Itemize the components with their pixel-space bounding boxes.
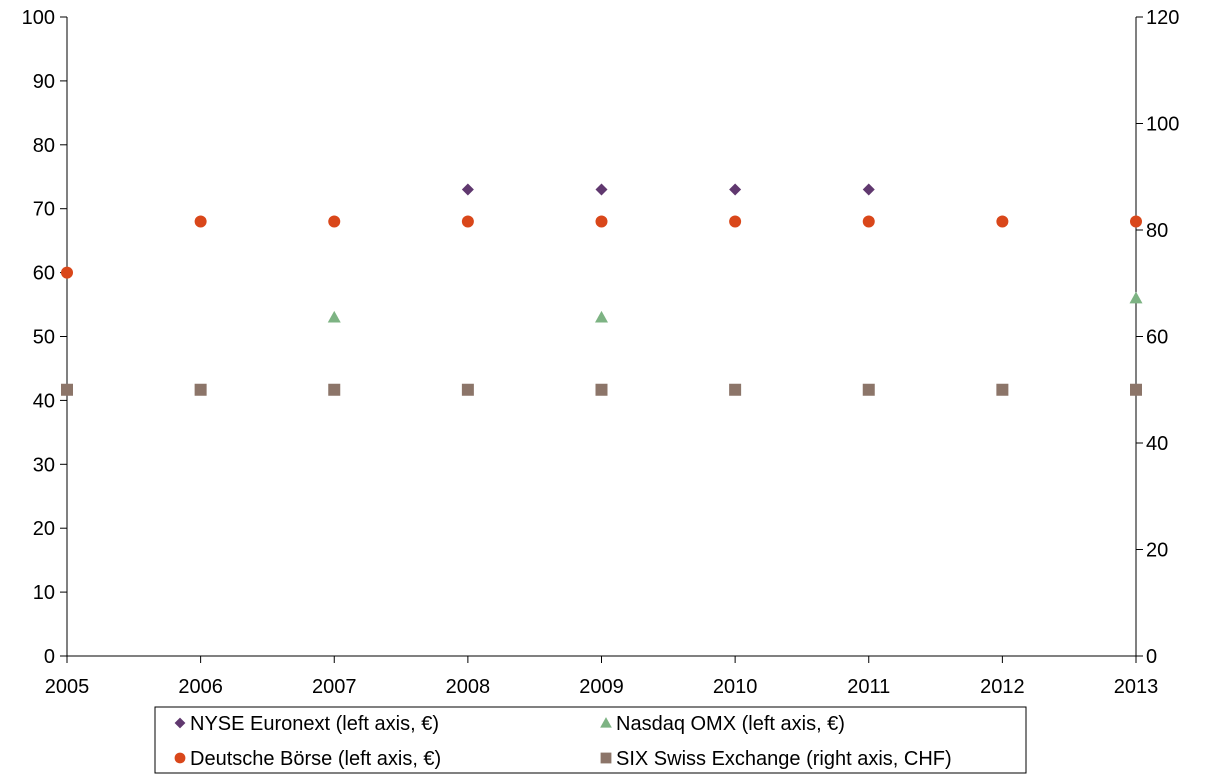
legend: NYSE Euronext (left axis, €) Nasdaq OMX (… [154, 706, 1027, 774]
legend-marker-circle [174, 752, 186, 764]
x-tick-label: 2013 [1114, 676, 1159, 698]
legend-item: NYSE Euronext (left axis, €) [174, 713, 439, 735]
data-point-circle [1130, 215, 1142, 228]
left-y-tick-label: 60 [33, 263, 55, 285]
legend-marker-diamond [174, 717, 186, 729]
left-y-tick-label: 90 [33, 71, 55, 93]
data-point-square [61, 383, 73, 396]
data-point-circle [328, 215, 341, 228]
series-square [61, 383, 1142, 396]
data-point-square [862, 383, 875, 396]
legend-marker-triangle [600, 717, 612, 728]
data-point-triangle [1129, 291, 1143, 304]
x-tick-label: 2005 [45, 676, 90, 698]
x-tick-label: 2007 [312, 676, 357, 698]
x-tick-label: 2008 [446, 676, 491, 698]
series-triangle [327, 291, 1143, 323]
data-point-diamond [595, 183, 608, 196]
data-point-square [1130, 383, 1142, 396]
left-y-tick-label: 70 [33, 199, 55, 221]
right-y-tick-label: 0 [1146, 646, 1157, 668]
left-y-tick-label: 20 [33, 518, 55, 540]
legend-marker-square [600, 752, 612, 764]
left-y-tick-label: 40 [33, 390, 55, 412]
left-y-tick-label: 30 [33, 454, 55, 476]
data-point-circle [729, 215, 742, 228]
data-point-square [194, 383, 207, 396]
left-y-tick-label: 10 [33, 582, 55, 604]
series-circle [61, 215, 1142, 279]
left-y-tick-label: 80 [33, 135, 55, 157]
right-y-tick-label: 60 [1146, 327, 1168, 349]
right-y-tick-label: 100 [1146, 114, 1179, 136]
data-point-triangle [327, 310, 341, 323]
legend-item: Deutsche Börse (left axis, €) [174, 748, 441, 770]
data-point-circle [862, 215, 875, 228]
legend-box [154, 706, 1027, 774]
legend-label: Deutsche Börse (left axis, €) [190, 748, 441, 770]
data-point-square [595, 383, 608, 396]
series-diamond [461, 183, 875, 196]
data-point-diamond [862, 183, 875, 196]
axis-ticks: 0 10 20 30 40 50 60 70 80 90 100 0 20 40 60 80 100 120 200… [22, 7, 1180, 698]
legend-label: Nasdaq OMX (left axis, €) [616, 713, 845, 735]
data-marks [61, 183, 1143, 396]
x-tick-label: 2011 [847, 676, 890, 698]
data-point-circle [595, 215, 608, 228]
axes [66, 17, 1137, 657]
data-point-circle [61, 266, 73, 279]
data-point-square [461, 383, 474, 396]
left-y-tick-label: 100 [22, 7, 55, 29]
x-tick-label: 2010 [713, 676, 758, 698]
legend-item: Nasdaq OMX (left axis, €) [600, 713, 845, 735]
x-tick-label: 2009 [579, 676, 624, 698]
data-point-square [729, 383, 742, 396]
data-point-circle [996, 215, 1009, 228]
data-point-triangle [595, 310, 608, 323]
x-tick-label: 2006 [178, 676, 223, 698]
data-point-diamond [729, 183, 742, 196]
right-y-tick-label: 120 [1146, 7, 1179, 29]
x-tick-label: 2012 [980, 676, 1025, 698]
right-y-tick-label: 40 [1146, 433, 1168, 455]
right-y-tick-label: 20 [1146, 540, 1168, 562]
data-point-square [328, 383, 341, 396]
legend-label: NYSE Euronext (left axis, €) [190, 713, 439, 735]
right-y-tick-label: 80 [1146, 220, 1168, 242]
left-y-tick-label: 50 [33, 327, 55, 349]
legend-label: SIX Swiss Exchange (right axis, CHF) [616, 748, 952, 770]
data-point-circle [194, 215, 207, 228]
data-point-diamond [461, 183, 474, 196]
left-y-tick-label: 0 [44, 646, 55, 668]
data-point-circle [461, 215, 474, 228]
data-point-square [996, 383, 1009, 396]
legend-item: SIX Swiss Exchange (right axis, CHF) [600, 748, 952, 770]
